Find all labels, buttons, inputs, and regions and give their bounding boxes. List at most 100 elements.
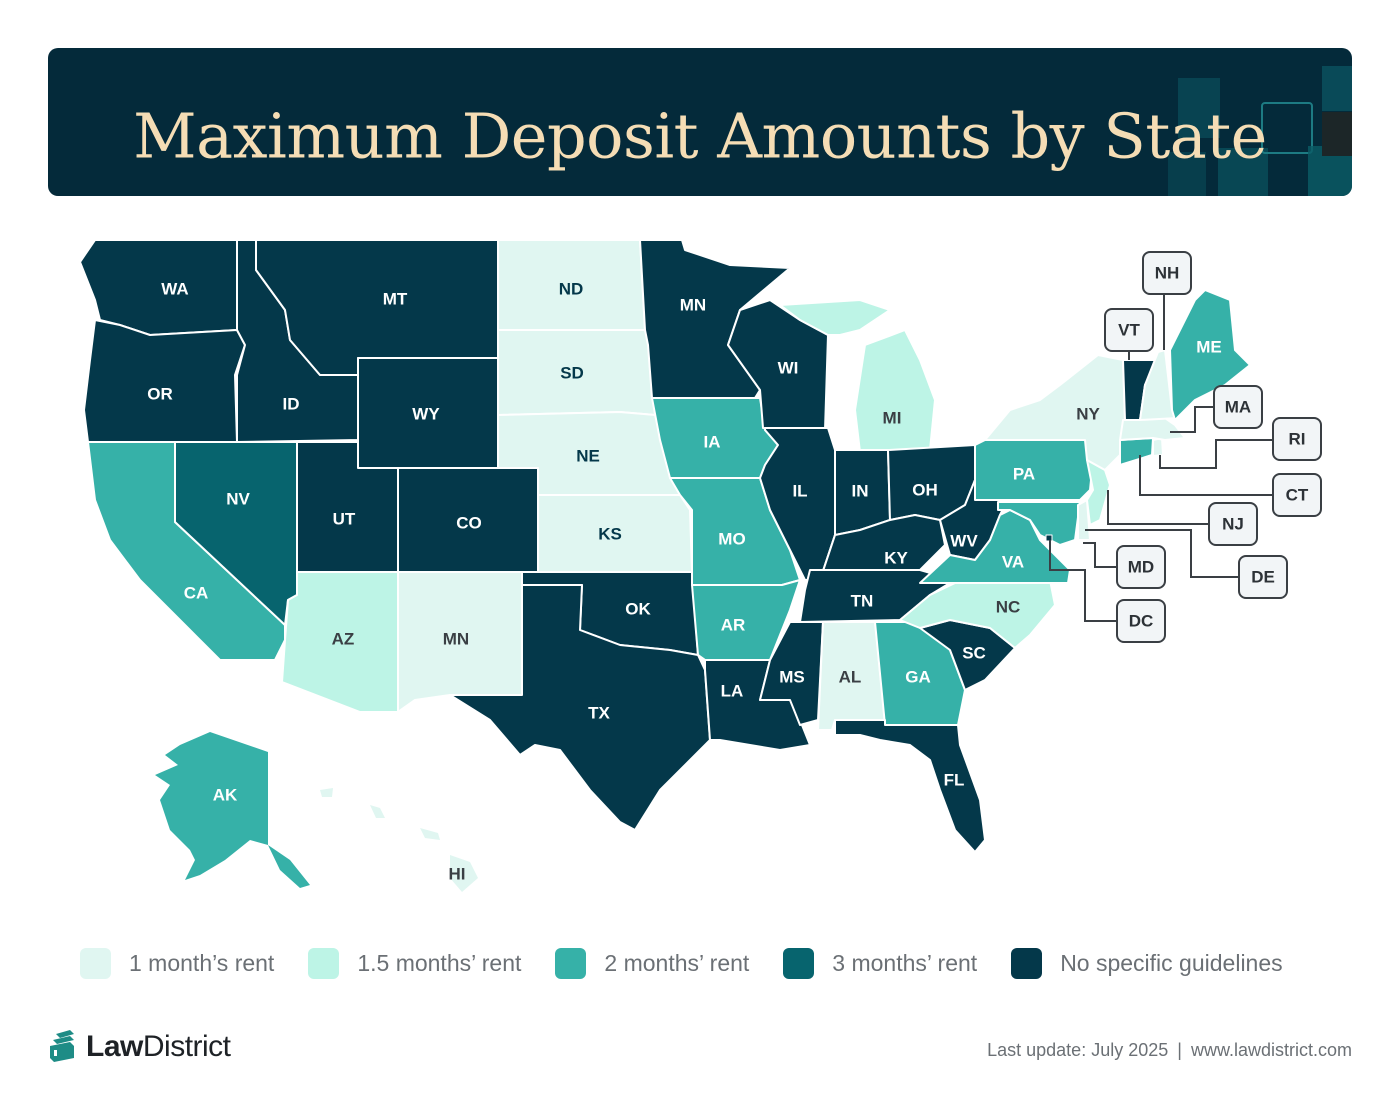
state-TX[interactable] [449,584,711,831]
legend-label: 2 months’ rent [604,950,750,976]
state-label-AZ: AZ [332,629,355,648]
us-map: WA OR ID MT WY NV UT CO CA AZ MN ND SD NE KS OK TX MN IA MO… [79,239,1322,892]
legend-label: 3 months’ rent [832,950,978,976]
state-label-AR: AR [721,615,746,634]
decorative-pattern [1168,66,1352,196]
legend-swatch [555,948,587,979]
state-label-NE: NE [576,446,600,465]
state-label-MI: MI [883,408,902,427]
logo-text: LawDistrict [86,1030,231,1063]
state-RI[interactable] [1152,437,1164,457]
callout-NJ[interactable]: NJ [1208,502,1258,546]
legend-swatch [1011,948,1043,979]
logo-icon [50,1030,74,1062]
footer-separator: | [1177,1040,1182,1060]
state-label-SC: SC [962,643,986,662]
state-label-GA: GA [905,667,931,686]
legend: 1 month’s rent 1.5 months’ rent 2 months… [80,948,1317,979]
state-label-WI: WI [778,358,799,377]
state-label-LA: LA [721,681,744,700]
callout-MA[interactable]: MA [1213,385,1263,429]
callout-NH[interactable]: NH [1142,251,1192,295]
state-label-MT: MT [383,289,408,308]
state-label-IA: IA [704,432,721,451]
state-label-HI: HI [449,864,466,883]
state-label-UT: UT [333,509,356,528]
svg-text:MA: MA [1225,397,1251,416]
lawdistrict-logo[interactable]: LawDistrict [48,1030,231,1064]
state-label-WA: WA [161,279,188,298]
legend-item-two-months: 2 months’ rent [555,948,749,979]
state-label-OR: OR [147,384,173,403]
callout-DC[interactable]: DC [1116,599,1166,643]
svg-text:RI: RI [1289,429,1306,448]
website-link[interactable]: www.lawdistrict.com [1190,1040,1352,1060]
state-MA[interactable] [1119,417,1186,441]
state-NC[interactable] [899,579,1056,649]
state-FL[interactable] [834,719,986,853]
last-update: Last update: July 2025 [987,1040,1169,1060]
state-label-OH: OH [912,480,938,499]
legend-label: 1 month’s rent [129,950,275,976]
state-label-NC: NC [996,597,1021,616]
callout-RI[interactable]: RI [1272,417,1322,461]
state-AK[interactable] [155,732,310,888]
state-label-MN: MN [680,295,706,314]
state-HI[interactable] [320,788,478,892]
state-label-OK: OK [625,599,651,618]
legend-label: No specific guidelines [1060,950,1283,976]
title-banner: Maximum Deposit Amounts by State [48,48,1352,196]
svg-text:NJ: NJ [1222,514,1244,533]
svg-text:VT: VT [1118,320,1140,339]
state-label-ME: ME [1196,337,1222,356]
legend-item-one-half-months: 1.5 months’ rent [308,948,521,979]
state-OR[interactable] [83,319,246,443]
state-MI[interactable] [779,299,936,453]
state-label-NY: NY [1076,404,1100,423]
state-label-ND: ND [559,279,584,298]
legend-item-one-month: 1 month’s rent [80,948,274,979]
svg-text:DE: DE [1251,567,1275,586]
state-label-AL: AL [839,667,862,686]
svg-text:DC: DC [1129,611,1154,630]
legend-swatch [80,948,111,979]
state-ME[interactable] [1169,289,1251,421]
svg-text:CT: CT [1286,485,1309,504]
svg-text:MD: MD [1128,557,1154,576]
state-label-VA: VA [1002,552,1024,571]
state-label-MO: MO [718,529,745,548]
state-label-WV: WV [950,531,978,550]
state-label-CO: CO [456,513,482,532]
callout-DE[interactable]: DE [1238,555,1288,599]
callout-CT[interactable]: CT [1272,473,1322,517]
page-title: Maximum Deposit Amounts by State [133,99,1267,173]
state-label-TN: TN [851,591,874,610]
legend-swatch [783,948,815,979]
callout-leader-lines [1049,294,1273,622]
state-label-TX: TX [588,703,610,722]
state-label-WY: WY [412,404,440,423]
state-label-KS: KS [598,524,622,543]
state-label-NM: MN [443,629,469,648]
legend-swatch [308,948,340,979]
legend-label: 1.5 months’ rent [357,950,522,976]
footer: Last update: July 2025 | www.lawdistrict… [987,1040,1352,1061]
state-CT[interactable] [1119,437,1154,466]
state-label-SD: SD [560,363,584,382]
callout-VT[interactable]: VT [1104,308,1154,352]
state-label-IL: IL [792,481,807,500]
state-label-NV: NV [226,489,250,508]
legend-item-three-months: 3 months’ rent [783,948,977,979]
legend-item-no-guidelines: No specific guidelines [1011,948,1283,979]
state-label-AK: AK [213,785,238,804]
state-label-PA: PA [1013,464,1035,483]
callout-MD[interactable]: MD [1116,545,1166,589]
state-label-KY: KY [884,548,908,567]
state-AR[interactable] [691,579,801,661]
state-NJ[interactable] [1086,459,1111,526]
svg-text:NH: NH [1155,263,1180,282]
state-label-FL: FL [944,770,965,789]
state-label-MS: MS [779,667,805,686]
state-label-IN: IN [852,481,869,500]
state-label-CA: CA [184,583,209,602]
